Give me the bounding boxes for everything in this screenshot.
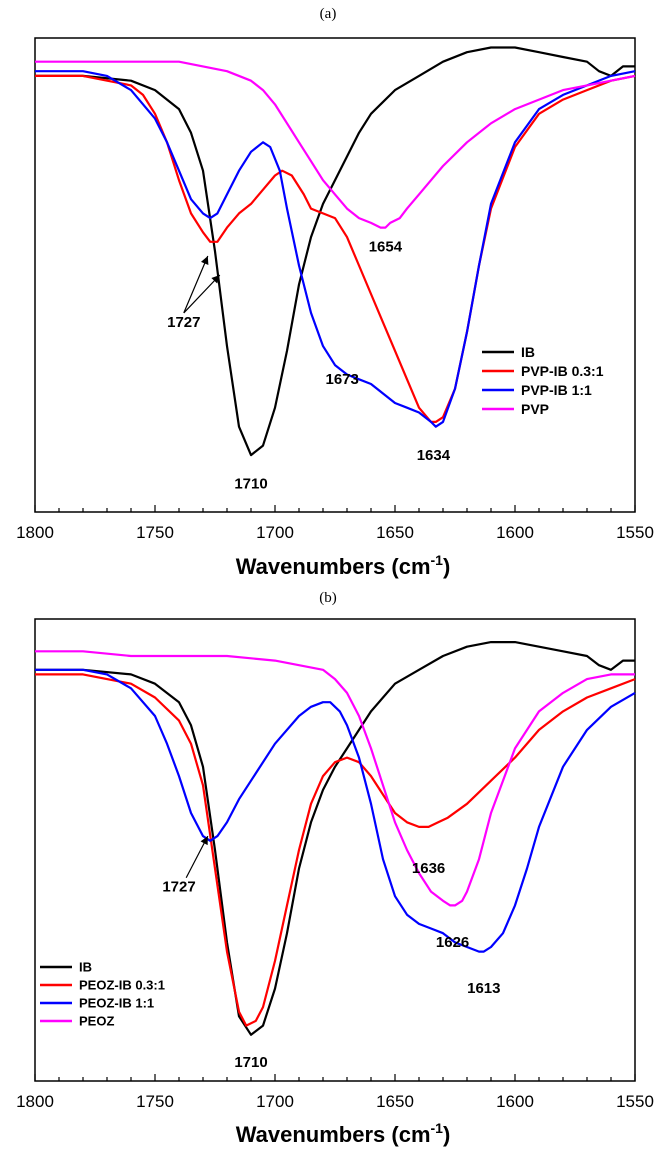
plot-frame bbox=[34, 37, 636, 513]
series-line bbox=[35, 46, 635, 457]
x-tick-label: 1600 bbox=[496, 1092, 534, 1111]
chart-a: 1800 1750 1700 1650 1600 1550 Wavenumbers (cm-… bbox=[16, 37, 654, 579]
x-tick-label: 1650 bbox=[376, 523, 414, 542]
legend-label: IB bbox=[79, 960, 92, 975]
legend-label: PVP-IB 0.3:1 bbox=[521, 363, 604, 379]
legend-label: PVP-IB 1:1 bbox=[521, 382, 592, 398]
x-tick-label: 1550 bbox=[616, 523, 654, 542]
peak-annotation: 1673 bbox=[326, 371, 359, 388]
peak-annotation: 1634 bbox=[417, 447, 451, 464]
series-line bbox=[35, 668, 636, 953]
peak-annotation: 1727 bbox=[162, 879, 195, 896]
annotation-arrowhead bbox=[200, 836, 208, 846]
peak-annotation: 1626 bbox=[436, 934, 469, 951]
x-tick-label: 1700 bbox=[256, 1092, 294, 1111]
legend-label: PVP bbox=[521, 401, 549, 417]
panel-label-b: (b) bbox=[319, 590, 337, 606]
annotation-arrowhead bbox=[211, 275, 220, 284]
annotation-arrowhead bbox=[201, 256, 209, 265]
x-tick-label: 1600 bbox=[496, 523, 534, 542]
peak-annotation: 1636 bbox=[412, 860, 445, 877]
peak-annotation: 1613 bbox=[467, 980, 500, 997]
x-tick-label: 1750 bbox=[136, 523, 174, 542]
plot-frame bbox=[34, 618, 636, 1082]
peak-annotation: 1654 bbox=[369, 238, 403, 255]
peak-annotation: 1727 bbox=[167, 314, 200, 331]
series-line bbox=[35, 641, 635, 1036]
panel-label-a: (a) bbox=[319, 6, 337, 22]
legend-label: PEOZ-IB 1:1 bbox=[79, 996, 154, 1011]
series-line bbox=[35, 673, 636, 1027]
legend-label: PEOZ-IB 0.3:1 bbox=[79, 978, 165, 993]
series-line bbox=[35, 70, 636, 428]
x-tick-label: 1750 bbox=[136, 1092, 174, 1111]
legend-label: IB bbox=[521, 344, 535, 360]
x-axis-title: Wavenumbers (cm-1) bbox=[236, 1120, 451, 1147]
series-line bbox=[35, 60, 636, 229]
peak-annotation: 1710 bbox=[234, 1054, 267, 1071]
series-line bbox=[35, 650, 635, 907]
x-axis-title: Wavenumbers (cm-1) bbox=[236, 552, 451, 579]
peak-annotation: 1710 bbox=[234, 475, 267, 492]
x-tick-label: 1550 bbox=[616, 1092, 654, 1111]
legend-label: PEOZ bbox=[79, 1014, 114, 1029]
annotation-arrow bbox=[183, 255, 209, 314]
x-tick-label: 1800 bbox=[16, 523, 54, 542]
x-tick-label: 1700 bbox=[256, 523, 294, 542]
x-tick-label: 1650 bbox=[376, 1092, 414, 1111]
x-tick-label: 1800 bbox=[16, 1092, 54, 1111]
annotation-arrow bbox=[183, 274, 221, 314]
